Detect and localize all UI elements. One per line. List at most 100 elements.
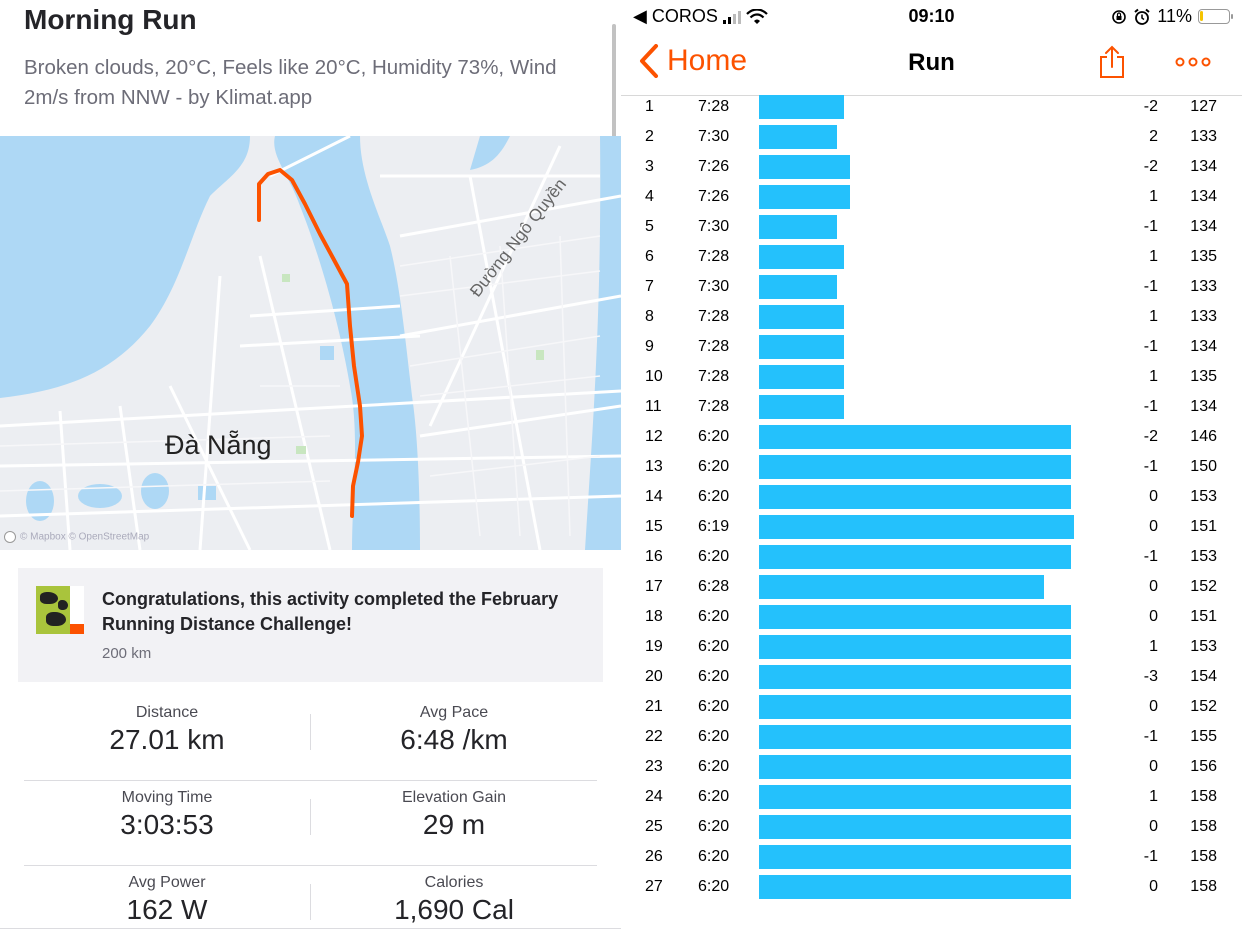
stats-grid: Distance 27.01 km Avg Pace 6:48 /km Movi… (24, 696, 597, 932)
lap-row[interactable]: 25 6:20 0 158 (621, 812, 1242, 842)
lap-number: 25 (645, 818, 663, 835)
lap-row[interactable]: 14 6:20 0 153 (621, 482, 1242, 512)
lap-number: 10 (645, 368, 663, 385)
lap-heart-rate: 151 (1190, 608, 1217, 625)
lap-elevation: 1 (1149, 638, 1158, 655)
back-to-app-link[interactable]: ◀ COROS (633, 6, 718, 26)
lap-heart-rate: 127 (1190, 98, 1217, 115)
lap-number: 9 (645, 338, 654, 355)
lap-number: 3 (645, 158, 654, 175)
lap-pace: 6:20 (698, 458, 730, 475)
lap-pace-bar (759, 515, 1074, 539)
lap-elevation: 0 (1149, 758, 1158, 775)
lap-pace: 6:20 (698, 608, 730, 625)
lap-pace-bar (759, 335, 844, 359)
share-icon[interactable] (1097, 45, 1127, 79)
lap-row[interactable]: 26 6:20 -1 158 (621, 842, 1242, 872)
divider (0, 928, 621, 929)
challenge-card[interactable]: Congratulations, this activity completed… (18, 568, 603, 682)
challenge-badge-icon (36, 586, 84, 634)
lap-elevation: 0 (1149, 698, 1158, 715)
nav-bar: Home Run (621, 32, 1242, 96)
city-label: Đà Nẵng (165, 429, 272, 460)
challenge-subtext: 200 km (102, 645, 152, 662)
lap-row[interactable]: 4 7:26 1 134 (621, 182, 1242, 212)
lap-row[interactable]: 13 6:20 -1 150 (621, 452, 1242, 482)
lap-elevation: -1 (1143, 848, 1158, 865)
laps-pane: ◀ COROS 09:10 11% (621, 0, 1242, 932)
lap-pace-bar (759, 215, 837, 239)
lap-elevation: -2 (1143, 158, 1158, 175)
lap-row[interactable]: 16 6:20 -1 153 (621, 542, 1242, 572)
lap-heart-rate: 151 (1190, 518, 1217, 535)
back-button[interactable]: Home (639, 44, 747, 78)
lap-row[interactable]: 24 6:20 1 158 (621, 782, 1242, 812)
lap-row[interactable]: 20 6:20 -3 154 (621, 662, 1242, 692)
lap-number: 5 (645, 218, 654, 235)
lap-pace: 7:26 (698, 158, 730, 175)
back-button-label: Home (667, 44, 748, 77)
lap-pace-bar (759, 785, 1071, 809)
lap-heart-rate: 134 (1190, 188, 1217, 205)
lap-row[interactable]: 15 6:19 0 151 (621, 512, 1242, 542)
lap-heart-rate: 152 (1190, 578, 1217, 595)
lap-row[interactable]: 27 6:20 0 158 (621, 872, 1242, 902)
lap-pace-bar (759, 365, 844, 389)
lap-heart-rate: 154 (1190, 668, 1217, 685)
lap-row[interactable]: 21 6:20 0 152 (621, 692, 1242, 722)
lap-pace: 6:20 (698, 878, 730, 895)
lap-row[interactable]: 7 7:30 -1 133 (621, 272, 1242, 302)
lap-heart-rate: 155 (1190, 728, 1217, 745)
lap-row[interactable]: 17 6:28 0 152 (621, 572, 1242, 602)
lap-row[interactable]: 3 7:26 -2 134 (621, 152, 1242, 182)
lap-elevation: 1 (1149, 188, 1158, 205)
lap-pace-bar (759, 95, 844, 119)
route-line (257, 168, 364, 518)
lap-pace-bar (759, 545, 1071, 569)
lap-elevation: -1 (1143, 398, 1158, 415)
lap-pace-bar (759, 485, 1071, 509)
route-map[interactable]: Đường Ngô Quyền Đà Nẵng © Mapbox © OpenS… (0, 136, 621, 550)
lap-heart-rate: 158 (1190, 878, 1217, 895)
lap-row[interactable]: 23 6:20 0 156 (621, 752, 1242, 782)
lap-number: 26 (645, 848, 663, 865)
lap-row[interactable]: 19 6:20 1 153 (621, 632, 1242, 662)
lap-row[interactable]: 22 6:20 -1 155 (621, 722, 1242, 752)
activity-title: Morning Run (24, 4, 197, 35)
lap-pace: 7:28 (698, 368, 730, 385)
lap-row[interactable]: 1 7:28 -2 127 (621, 92, 1242, 122)
lap-heart-rate: 152 (1190, 698, 1217, 715)
lap-row[interactable]: 9 7:28 -1 134 (621, 332, 1242, 362)
lap-pace: 6:20 (698, 848, 730, 865)
stat-elevation-gain: Elevation Gain 29 m (401, 789, 507, 840)
lap-pace: 6:20 (698, 488, 730, 505)
lap-row[interactable]: 12 6:20 -2 146 (621, 422, 1242, 452)
lap-pace: 6:20 (698, 728, 730, 745)
lap-number: 24 (645, 788, 663, 805)
clock: 09:10 (908, 6, 955, 26)
lap-heart-rate: 156 (1190, 758, 1217, 775)
info-icon[interactable] (4, 531, 16, 543)
lap-elevation: -2 (1143, 428, 1158, 445)
wifi-icon (746, 8, 768, 24)
lap-pace: 7:30 (698, 128, 730, 145)
lap-row[interactable]: 2 7:30 2 133 (621, 122, 1242, 152)
lap-row[interactable]: 8 7:28 1 133 (621, 302, 1242, 332)
more-options-icon[interactable] (1175, 56, 1211, 68)
battery-percent: 11% (1157, 6, 1192, 26)
lap-elevation: 0 (1149, 578, 1158, 595)
lap-number: 27 (645, 878, 663, 895)
lap-pace-bar (759, 875, 1071, 899)
lap-number: 14 (645, 488, 663, 505)
lap-row[interactable]: 18 6:20 0 151 (621, 602, 1242, 632)
stat-calories: Calories 1,690 Cal (394, 874, 514, 925)
lap-pace: 7:28 (698, 398, 730, 415)
lap-row[interactable]: 11 7:28 -1 134 (621, 392, 1242, 422)
lap-heart-rate: 153 (1190, 548, 1217, 565)
lap-row[interactable]: 5 7:30 -1 134 (621, 212, 1242, 242)
lap-number: 15 (645, 518, 663, 535)
lap-heart-rate: 153 (1190, 488, 1217, 505)
lap-row[interactable]: 10 7:28 1 135 (621, 362, 1242, 392)
lap-row[interactable]: 6 7:28 1 135 (621, 242, 1242, 272)
map-attribution: © Mapbox © OpenStreetMap (4, 531, 149, 543)
